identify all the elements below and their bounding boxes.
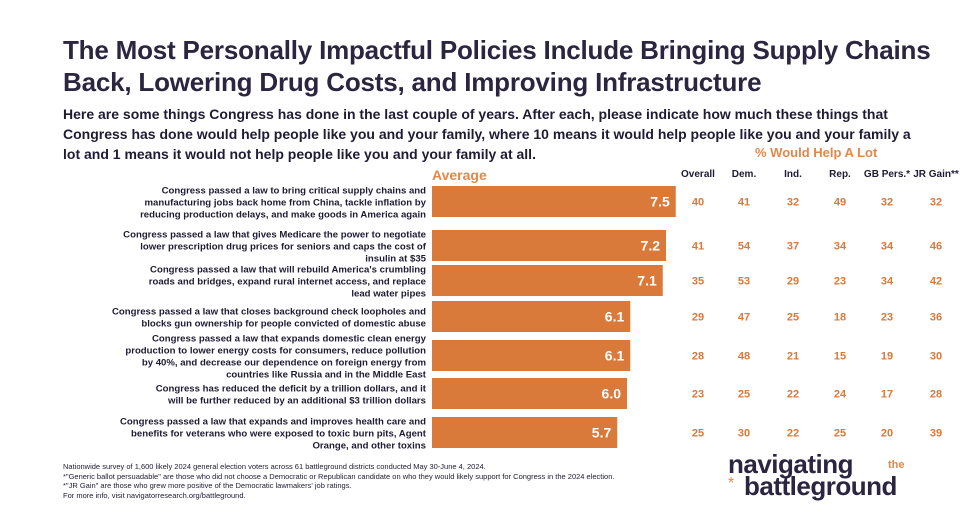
table-cell: 34 bbox=[881, 276, 894, 288]
column-header-rep: Rep. bbox=[829, 169, 851, 180]
table-cell: 28 bbox=[692, 351, 704, 363]
column-header-overall: Overall bbox=[681, 169, 715, 180]
column-header-gb-pers: GB Pers.* bbox=[863, 169, 911, 180]
table-cell: 42 bbox=[930, 276, 942, 288]
percent-header: % Would Help A Lot bbox=[755, 145, 878, 160]
table-cell: 21 bbox=[787, 351, 799, 363]
table-cell: 19 bbox=[881, 351, 893, 363]
bar-2 bbox=[432, 230, 666, 261]
bar-value-label: 6.1 bbox=[605, 348, 625, 364]
logo-line-2: battleground bbox=[744, 471, 897, 501]
table-cell: 41 bbox=[692, 241, 704, 253]
column-header-dem: Dem. bbox=[731, 169, 757, 180]
table-cell: 35 bbox=[692, 276, 704, 288]
category-label: Congress passed a law that gives Medicar… bbox=[123, 230, 427, 265]
table-cell: 15 bbox=[834, 351, 846, 363]
column-header-ind: Ind. bbox=[784, 169, 802, 180]
table-cell: 41 bbox=[738, 197, 750, 209]
footnote-line: *"Generic ballot persuadable" are those … bbox=[63, 471, 615, 481]
table-cell: 20 bbox=[881, 428, 893, 440]
table-cell: 49 bbox=[834, 197, 846, 209]
table-cell: 34 bbox=[834, 241, 847, 253]
table-cell: 47 bbox=[738, 312, 750, 324]
bar-5 bbox=[432, 340, 631, 371]
table-cell: 28 bbox=[930, 389, 942, 401]
footnotes: Nationwide survey of 1,600 likely 2024 g… bbox=[63, 462, 623, 500]
bar-value-label: 7.1 bbox=[637, 273, 657, 289]
bar-3 bbox=[432, 265, 663, 296]
table-cell: 34 bbox=[881, 241, 894, 253]
page-title: The Most Personally Impactful Policies I… bbox=[63, 35, 931, 97]
table-cell: 18 bbox=[834, 312, 846, 324]
table-cell: 25 bbox=[738, 389, 750, 401]
table-cell: 17 bbox=[881, 389, 893, 401]
table-cell: 23 bbox=[834, 276, 846, 288]
table-cell: 46 bbox=[930, 241, 942, 253]
table-cell: 39 bbox=[930, 428, 942, 440]
bar-value-label: 7.5 bbox=[650, 194, 670, 210]
category-label: Congress passed a law that expands domes… bbox=[125, 334, 426, 381]
page-subtitle: Here are some things Congress has done i… bbox=[63, 106, 911, 162]
column-header-jr-gain: JR Gain** bbox=[913, 169, 959, 180]
table-cell: 22 bbox=[787, 389, 799, 401]
table-cell: 37 bbox=[787, 241, 799, 253]
table-cell: 29 bbox=[787, 276, 799, 288]
table-cell: 25 bbox=[692, 428, 704, 440]
table-cell: 48 bbox=[738, 351, 750, 363]
table-cell: 30 bbox=[738, 428, 750, 440]
table-cell: 22 bbox=[787, 428, 799, 440]
logo-star-icon: * bbox=[728, 475, 735, 492]
bar-1 bbox=[432, 186, 676, 217]
table-cell: 32 bbox=[881, 197, 893, 209]
table-cell: 32 bbox=[930, 197, 942, 209]
table-cell: 32 bbox=[787, 197, 799, 209]
bar-7 bbox=[432, 417, 618, 448]
table-cell: 40 bbox=[692, 197, 704, 209]
table-cell: 25 bbox=[787, 312, 799, 324]
table-cell: 23 bbox=[881, 312, 893, 324]
logo-line-1: navigating bbox=[728, 449, 854, 479]
category-label: Congress passed a law that will rebuild … bbox=[149, 265, 426, 300]
table-cell: 54 bbox=[738, 241, 751, 253]
table-cell: 24 bbox=[834, 389, 847, 401]
table-cell: 25 bbox=[834, 428, 846, 440]
footnote-line: *"JR Gain" are those who grew more posit… bbox=[63, 481, 352, 491]
category-label: Congress has reduced the deficit by a tr… bbox=[156, 384, 427, 407]
bar-value-label: 6.1 bbox=[605, 309, 625, 325]
table-cell: 23 bbox=[692, 389, 704, 401]
navigating-the-battleground-logo: navigating the * battleground bbox=[728, 449, 948, 509]
average-label: Average bbox=[432, 167, 487, 183]
table-cell: 29 bbox=[692, 312, 704, 324]
bar-chart: 7.5 Congress passed a law to bring critic… bbox=[112, 186, 942, 452]
bar-value-label: 7.2 bbox=[641, 238, 661, 254]
logo-the: the bbox=[888, 459, 905, 471]
table-cell: 53 bbox=[738, 276, 750, 288]
footnote-line: Nationwide survey of 1,600 likely 2024 g… bbox=[63, 462, 486, 471]
table-cell: 30 bbox=[930, 351, 942, 363]
bar-value-label: 6.0 bbox=[602, 386, 622, 402]
bar-value-label: 5.7 bbox=[592, 425, 612, 441]
footnote-line: For more info, visit navigatorresearch.o… bbox=[63, 490, 246, 500]
category-label: Congress passed a law that closes backgr… bbox=[112, 307, 426, 330]
table-cell: 36 bbox=[930, 312, 942, 324]
bar-6 bbox=[432, 378, 627, 409]
category-label: Congress passed a law to bring critical … bbox=[140, 186, 427, 221]
category-label: Congress passed a law that expands and i… bbox=[120, 417, 427, 452]
bar-4 bbox=[432, 301, 631, 332]
